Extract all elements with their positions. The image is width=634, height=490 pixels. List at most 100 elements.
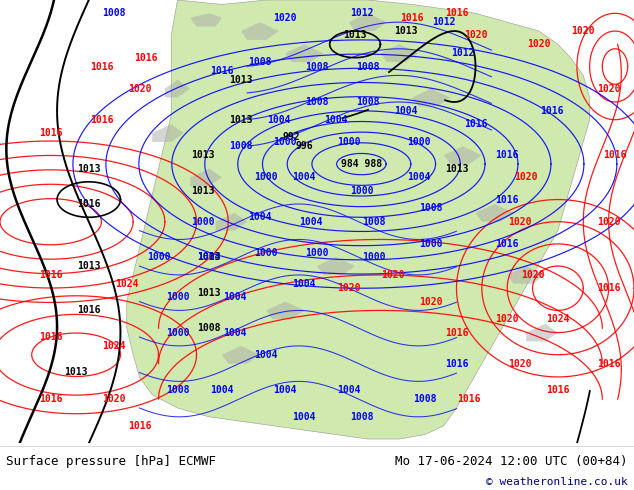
Text: 1020: 1020 <box>527 39 551 49</box>
Text: 1012: 1012 <box>432 17 456 27</box>
Polygon shape <box>412 89 450 106</box>
Text: 1016: 1016 <box>444 328 469 338</box>
Text: 1016: 1016 <box>89 115 113 125</box>
Text: 1013: 1013 <box>197 252 221 262</box>
Polygon shape <box>190 169 222 186</box>
Text: 1013: 1013 <box>197 288 221 298</box>
Text: 1000: 1000 <box>191 217 215 227</box>
Polygon shape <box>241 22 279 40</box>
Text: 1004: 1004 <box>299 217 323 227</box>
Polygon shape <box>222 346 260 364</box>
Text: 1016: 1016 <box>546 385 570 395</box>
Text: 1008: 1008 <box>356 97 380 107</box>
Text: 1013: 1013 <box>444 164 469 173</box>
Text: 1000: 1000 <box>254 172 278 182</box>
Text: 996: 996 <box>295 141 313 151</box>
Text: 1016: 1016 <box>597 283 621 293</box>
Text: 1000: 1000 <box>362 252 386 262</box>
Text: 1013: 1013 <box>229 75 253 85</box>
Text: 1004: 1004 <box>292 172 316 182</box>
Text: 1000: 1000 <box>146 252 171 262</box>
Polygon shape <box>285 44 323 62</box>
Text: 1013: 1013 <box>191 186 215 196</box>
Text: 992: 992 <box>283 132 301 143</box>
Text: 1016: 1016 <box>603 150 627 160</box>
Text: 1016: 1016 <box>495 150 519 160</box>
Text: 984 988: 984 988 <box>341 159 382 169</box>
Text: 1004: 1004 <box>324 115 348 125</box>
Text: 1020: 1020 <box>571 26 595 36</box>
Polygon shape <box>216 213 247 231</box>
Text: 1013: 1013 <box>77 164 101 173</box>
Polygon shape <box>526 324 558 342</box>
Text: 1004: 1004 <box>197 252 221 262</box>
Text: 1020: 1020 <box>463 30 488 41</box>
Text: 1008: 1008 <box>165 385 190 395</box>
Text: 1016: 1016 <box>444 359 469 368</box>
Polygon shape <box>476 204 514 221</box>
Text: 1004: 1004 <box>292 412 316 422</box>
Polygon shape <box>317 257 355 275</box>
Text: 1020: 1020 <box>514 172 538 182</box>
Text: 1024: 1024 <box>115 279 139 289</box>
Text: 1016: 1016 <box>77 199 101 209</box>
Text: 1000: 1000 <box>337 137 361 147</box>
Text: 1024: 1024 <box>546 314 570 324</box>
Text: 1004: 1004 <box>223 292 247 302</box>
Text: 1016: 1016 <box>597 359 621 368</box>
Text: 1004: 1004 <box>210 385 234 395</box>
Text: 1000: 1000 <box>406 137 430 147</box>
Text: 1000: 1000 <box>165 292 190 302</box>
Text: 1008: 1008 <box>356 62 380 72</box>
Text: 1013: 1013 <box>64 368 88 377</box>
Text: Surface pressure [hPa] ECMWF: Surface pressure [hPa] ECMWF <box>6 455 216 467</box>
Text: 1020: 1020 <box>273 13 297 23</box>
Text: 1016: 1016 <box>39 270 63 280</box>
Text: 1004: 1004 <box>337 385 361 395</box>
Text: Mo 17-06-2024 12:00 UTC (00+84): Mo 17-06-2024 12:00 UTC (00+84) <box>395 455 628 467</box>
Text: 1000: 1000 <box>349 186 373 196</box>
Text: 1016: 1016 <box>210 66 234 76</box>
Text: 1008: 1008 <box>197 323 221 333</box>
Text: 1008: 1008 <box>102 8 126 18</box>
Text: 1020: 1020 <box>102 394 126 404</box>
Polygon shape <box>190 13 222 26</box>
Text: 1016: 1016 <box>463 119 488 129</box>
Text: 1008: 1008 <box>248 57 272 67</box>
Text: 1008: 1008 <box>419 203 443 214</box>
Text: 1008: 1008 <box>305 97 329 107</box>
Text: 1016: 1016 <box>39 332 63 342</box>
Text: 1020: 1020 <box>381 270 405 280</box>
Text: 1016: 1016 <box>457 394 481 404</box>
Text: 1016: 1016 <box>540 106 564 116</box>
Text: 1020: 1020 <box>337 283 361 293</box>
Text: 1004: 1004 <box>267 115 291 125</box>
Text: 1013: 1013 <box>77 261 101 271</box>
Text: 1004: 1004 <box>254 350 278 360</box>
Text: 1000: 1000 <box>254 248 278 258</box>
Text: 1004: 1004 <box>273 385 297 395</box>
Text: 1000: 1000 <box>419 239 443 249</box>
Text: 1012: 1012 <box>451 48 475 58</box>
Text: 1016: 1016 <box>400 13 424 23</box>
Text: 1020: 1020 <box>127 84 152 94</box>
Text: 1020: 1020 <box>597 84 621 94</box>
Text: 1020: 1020 <box>508 217 532 227</box>
Text: 1016: 1016 <box>127 421 152 431</box>
Text: 1004: 1004 <box>248 212 272 222</box>
Text: 1012: 1012 <box>349 8 373 18</box>
Text: 1016: 1016 <box>495 239 519 249</box>
Text: 1004: 1004 <box>223 328 247 338</box>
Text: 1004: 1004 <box>406 172 430 182</box>
Text: 1000: 1000 <box>165 328 190 338</box>
Polygon shape <box>152 124 184 142</box>
Polygon shape <box>165 80 190 98</box>
Text: 1008: 1008 <box>362 217 386 227</box>
Text: 1008: 1008 <box>349 412 373 422</box>
Text: 1000: 1000 <box>305 248 329 258</box>
Text: 1020: 1020 <box>495 314 519 324</box>
Text: 1024: 1024 <box>102 341 126 351</box>
Text: 1004: 1004 <box>292 279 316 289</box>
Text: 1008: 1008 <box>229 141 253 151</box>
Text: 1004: 1004 <box>394 106 418 116</box>
